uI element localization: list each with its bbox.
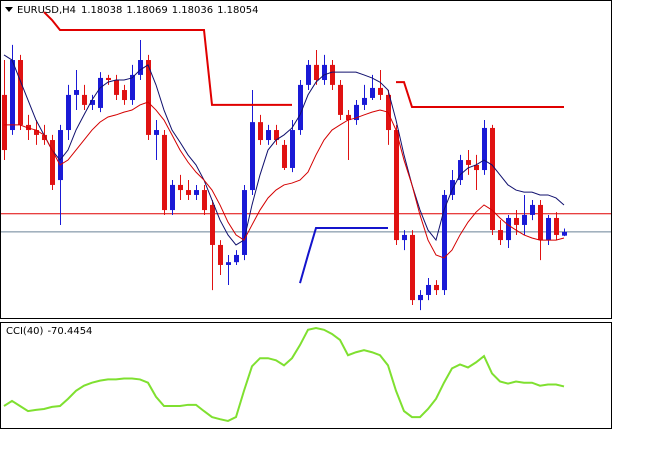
last-high: 1.18069 — [126, 5, 167, 16]
candle-body — [202, 190, 207, 211]
candle-body — [234, 254, 239, 263]
candle-body — [242, 190, 247, 255]
candle-body — [538, 204, 543, 241]
candle-body — [266, 130, 271, 141]
last-close: 1.18054 — [217, 5, 258, 16]
candle-body — [522, 214, 527, 225]
candle-body — [26, 124, 31, 131]
candle-body — [250, 122, 255, 191]
candle-body — [370, 87, 375, 98]
candle-body — [146, 60, 151, 135]
candle-body — [450, 180, 455, 195]
candle-body — [426, 284, 431, 295]
candle-body — [362, 97, 367, 105]
candle-body — [90, 100, 95, 105]
last-open: 1.18038 — [81, 5, 122, 16]
indicator-line — [43, 11, 564, 109]
last-low: 1.18036 — [172, 5, 213, 16]
candle-body — [554, 217, 559, 235]
candle-body — [530, 204, 535, 215]
candle-body — [210, 204, 215, 245]
candle-body — [66, 94, 71, 131]
candle-body — [402, 234, 407, 241]
candle-body — [82, 94, 87, 105]
candle-body — [442, 194, 447, 291]
candle-body — [218, 244, 223, 265]
candle-body — [178, 184, 183, 191]
indicator-title: CCI(40) — [6, 326, 44, 337]
candle-body — [50, 140, 55, 185]
menu-arrow[interactable] — [5, 7, 13, 12]
candle-body — [122, 90, 127, 101]
candle-body — [162, 134, 167, 211]
candle-body — [186, 190, 191, 195]
data-layer — [0, 11, 612, 423]
candle-body — [562, 231, 567, 236]
candle-body — [338, 84, 343, 115]
candle-body — [106, 77, 111, 81]
indicator-line — [4, 101, 565, 259]
candle-body — [258, 122, 263, 141]
candle-body — [314, 64, 319, 81]
candle-body — [98, 77, 103, 108]
candle-body — [58, 130, 63, 181]
candle-body — [10, 60, 15, 131]
candle-body — [346, 114, 351, 121]
symbol: EURUSD,H4 — [17, 5, 76, 16]
candle-body — [42, 134, 47, 141]
candle-body — [298, 84, 303, 131]
candle-body — [322, 64, 327, 81]
candle-body — [546, 217, 551, 241]
candle-body — [434, 284, 439, 291]
candle-body — [282, 144, 287, 168]
candle-body — [2, 94, 7, 151]
candle-body — [514, 217, 519, 225]
candle-body — [34, 130, 39, 135]
chart-header: EURUSD,H4 1.18038 1.18069 1.18036 1.18054 — [17, 5, 258, 16]
candle-body — [482, 127, 487, 171]
candle-body — [418, 294, 423, 301]
indicator-line — [299, 226, 388, 284]
indicator-last-value: -70.4454 — [47, 326, 92, 337]
cci-line — [3, 326, 565, 423]
candle-body — [74, 90, 79, 95]
main-panel-frame — [0, 0, 612, 319]
candle-body — [226, 262, 231, 265]
candle-body — [506, 217, 511, 241]
candle-body — [274, 130, 279, 141]
candle-body — [170, 184, 175, 211]
candle-body — [490, 127, 495, 231]
candle-body — [330, 64, 335, 85]
candle-body — [474, 164, 479, 171]
candle-body — [410, 234, 415, 301]
indicator-panel-frame — [0, 322, 612, 429]
candle-body — [154, 130, 159, 135]
candle-body — [354, 104, 359, 121]
candle-body — [130, 74, 135, 101]
candle-body — [114, 80, 119, 95]
candle-body — [306, 64, 311, 85]
candle-body — [18, 60, 23, 125]
candle-body — [466, 160, 471, 165]
candle-body — [458, 160, 463, 181]
candle-body — [290, 130, 295, 168]
candle-body — [394, 130, 399, 241]
indicator-line — [3, 54, 565, 246]
candle-body — [498, 230, 503, 241]
candle-body — [194, 190, 199, 195]
indicator-header: CCI(40) -70.4454 — [6, 326, 92, 337]
candle-body — [378, 87, 383, 95]
candle-body — [138, 60, 143, 75]
